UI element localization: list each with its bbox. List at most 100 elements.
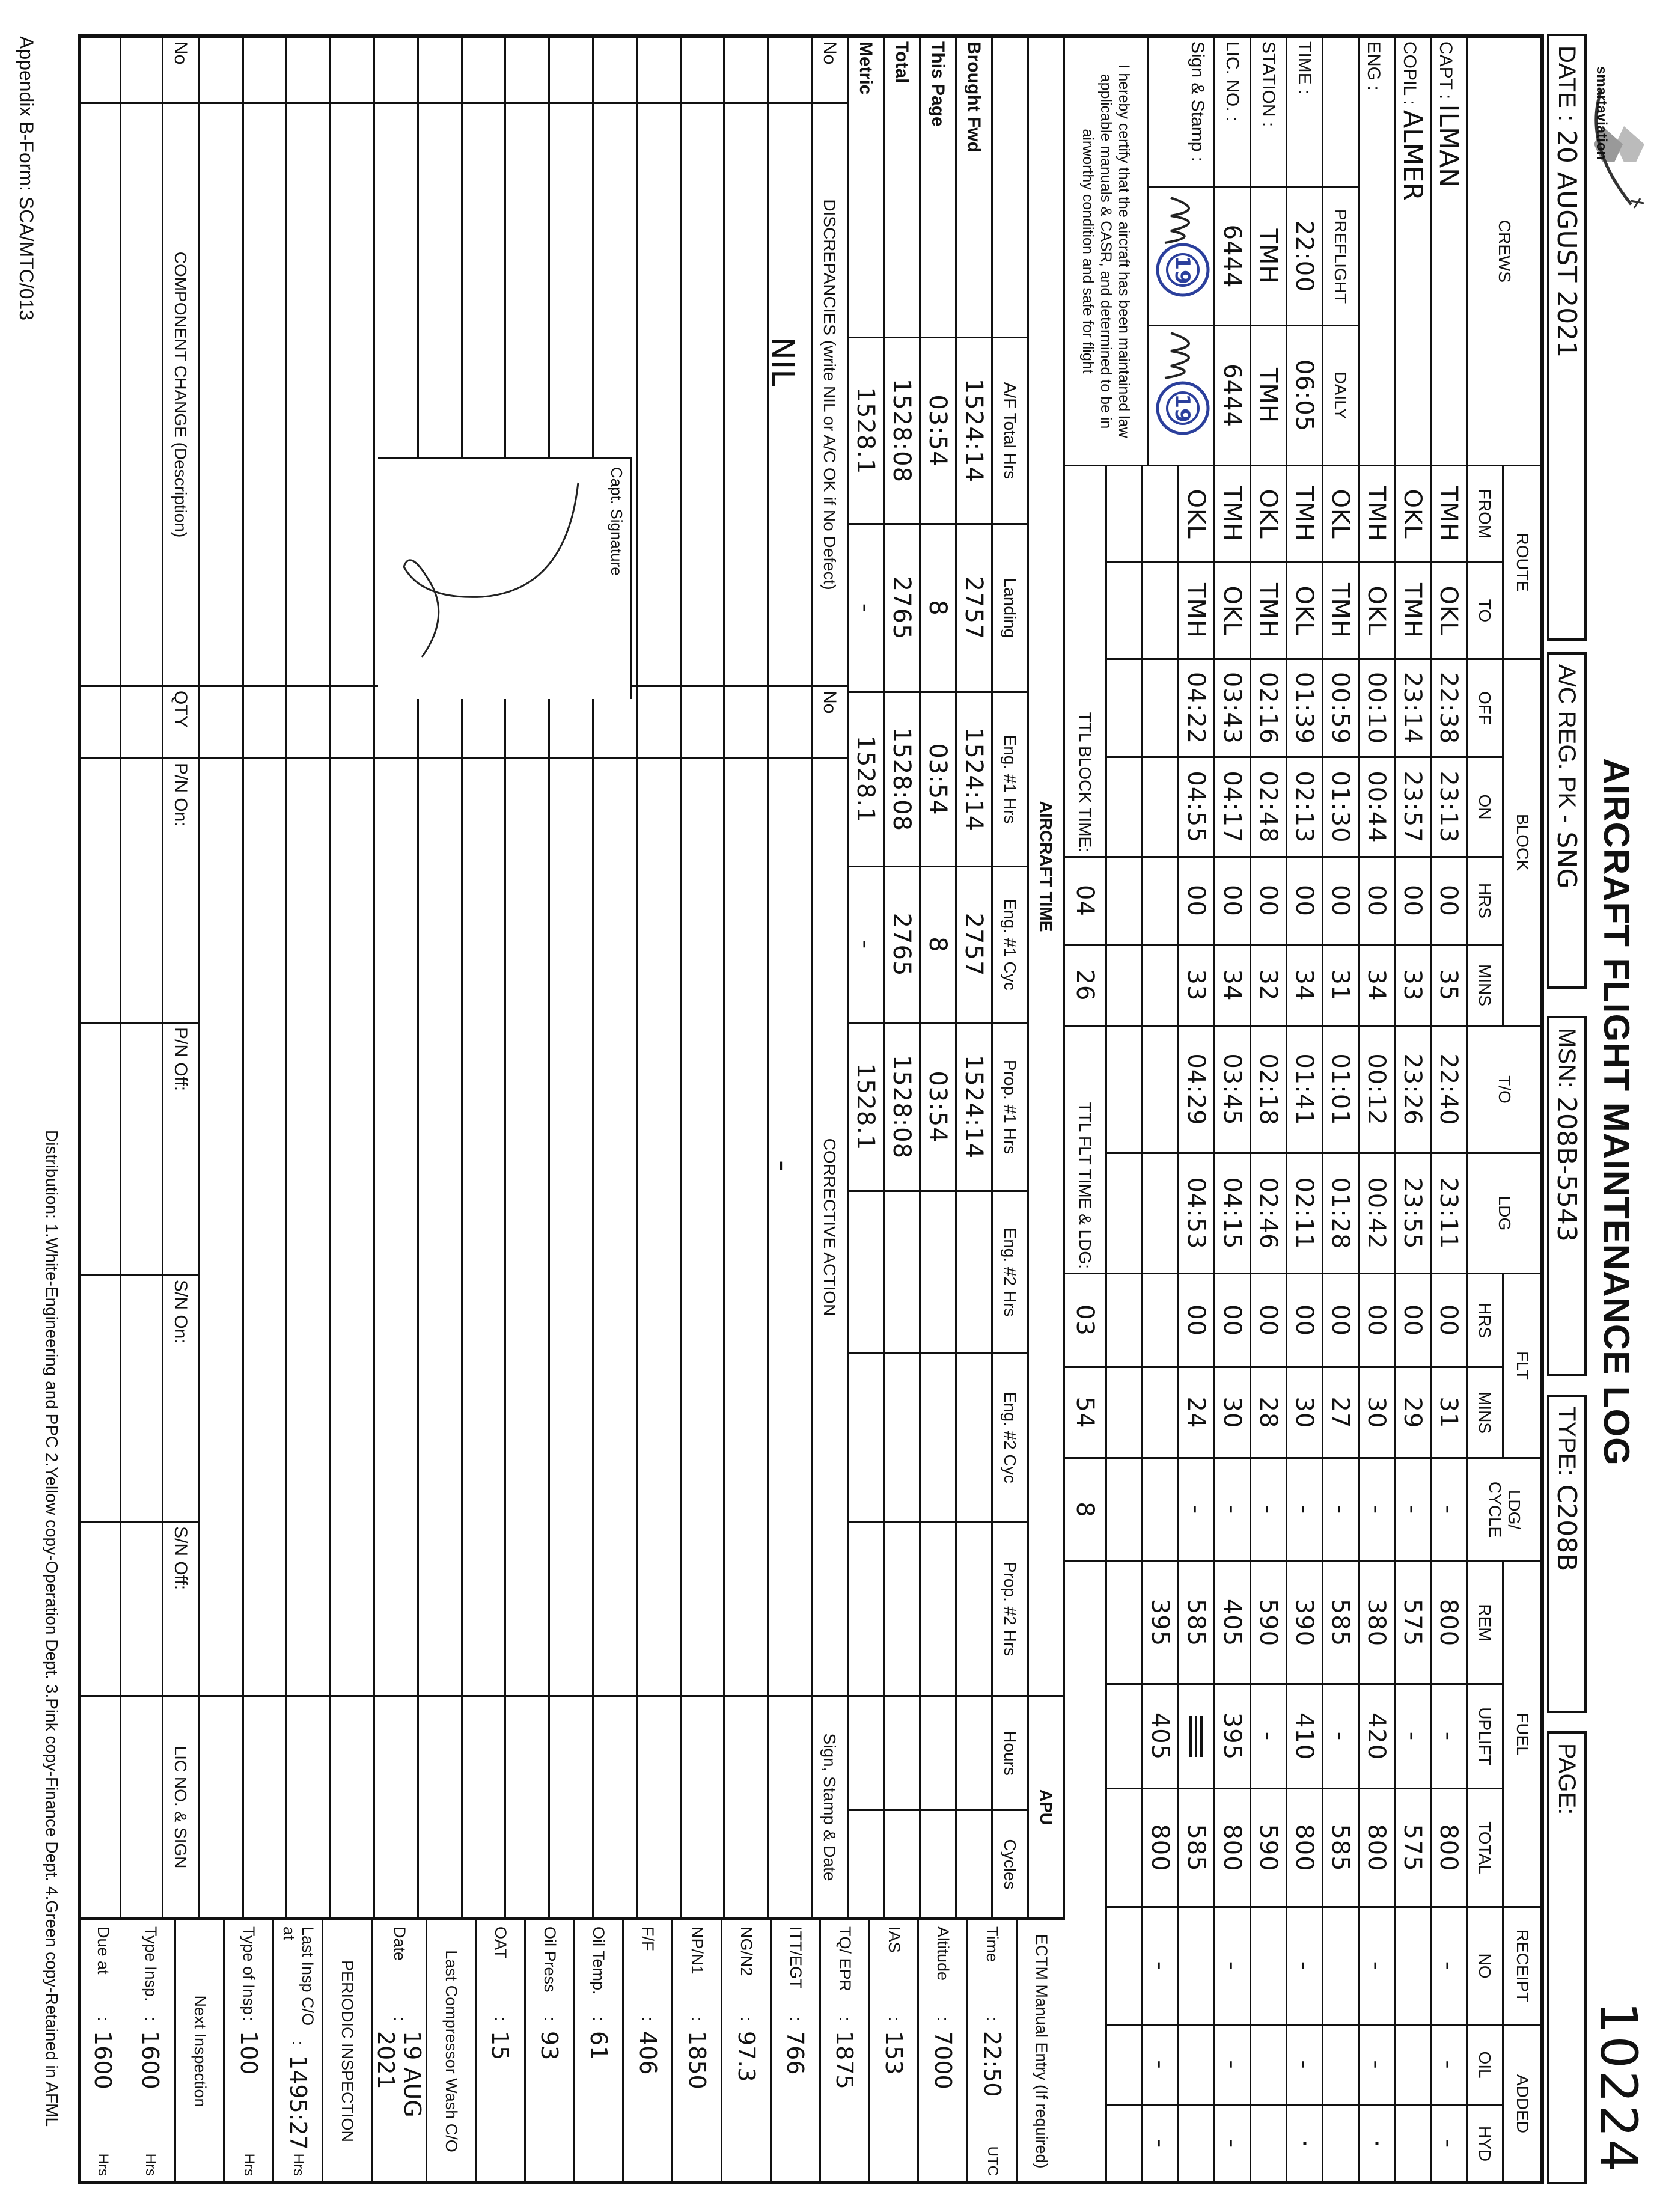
- aircraft-time-cell[interactable]: [883, 1810, 920, 1919]
- flight-cell-receipt-no[interactable]: -: [1214, 1907, 1251, 2025]
- ectm-row[interactable]: OAT: 15: [474, 1920, 524, 2182]
- flight-cell-to[interactable]: OKL: [1286, 562, 1323, 659]
- flight-cell-blk-hrs[interactable]: 00: [1358, 857, 1395, 945]
- ectm-row[interactable]: F/F: 406: [622, 1920, 672, 2182]
- aircraft-time-cell[interactable]: [883, 1353, 920, 1522]
- flight-cell-receipt-no[interactable]: [1394, 1907, 1431, 2025]
- flight-cell-blk-mins[interactable]: 34: [1358, 944, 1395, 1026]
- aircraft-time-cell[interactable]: [920, 1353, 956, 1522]
- flight-cell-oil[interactable]: -: [1214, 2024, 1251, 2105]
- flight-cell-fuel-uplift[interactable]: -: [1322, 1684, 1359, 1789]
- flight-cell-off[interactable]: 01:39: [1286, 659, 1323, 757]
- flight-cell-flt-mins[interactable]: 29: [1394, 1367, 1431, 1458]
- aircraft-time-cell[interactable]: [956, 1521, 992, 1696]
- flight-cell-t-o[interactable]: [1142, 1025, 1179, 1153]
- flight-cell-hyd[interactable]: [1394, 2104, 1431, 2183]
- flight-cell-fuel-uplift[interactable]: -: [1430, 1684, 1467, 1789]
- flight-cell-flt-mins[interactable]: 31: [1430, 1367, 1467, 1458]
- ectm-row[interactable]: Oil Temp.: 61: [573, 1920, 623, 2182]
- aircraft-time-cell[interactable]: 1528.1: [847, 1022, 884, 1191]
- ectm-row[interactable]: NG/N2: 97.3: [721, 1920, 770, 2182]
- flight-cell-blk-mins[interactable]: 35: [1430, 944, 1467, 1026]
- flight-cell-to[interactable]: OKL: [1358, 562, 1395, 659]
- station-preflight[interactable]: TMH: [1250, 187, 1287, 326]
- last-insp-row[interactable]: Last Insp C/O at:1495:27 Hrs: [272, 1920, 322, 2182]
- capt-row[interactable]: CAPT : ILMAN: [1430, 37, 1467, 466]
- aircraft-time-cell[interactable]: 8: [920, 866, 956, 1023]
- flight-cell-fuel-rem[interactable]: 585: [1178, 1561, 1215, 1684]
- flight-cell-flt-mins[interactable]: [1106, 1367, 1143, 1458]
- flight-cell-flt-mins[interactable]: 30: [1286, 1367, 1323, 1458]
- ectm-row[interactable]: Oil Press: 93: [523, 1920, 573, 2182]
- flight-cell-to[interactable]: TMH: [1178, 562, 1215, 659]
- flight-cell-ldg-cycle[interactable]: -: [1430, 1458, 1467, 1562]
- flight-cell-fuel-total[interactable]: 800: [1358, 1788, 1395, 1907]
- flight-cell-flt-hrs[interactable]: 00: [1178, 1273, 1215, 1367]
- flight-cell-blk-hrs[interactable]: 00: [1394, 857, 1431, 945]
- flight-cell-on[interactable]: 01:30: [1322, 757, 1359, 857]
- flight-cell-fuel-rem[interactable]: 405: [1214, 1561, 1251, 1684]
- flight-cell-fuel-uplift[interactable]: 405: [1142, 1684, 1179, 1789]
- flight-cell-receipt-no[interactable]: -: [1142, 1907, 1179, 2025]
- flight-cell-ldg-cycle[interactable]: -: [1322, 1458, 1359, 1562]
- flight-cell-receipt-no[interactable]: [1106, 1907, 1143, 2025]
- discrepancy-row[interactable]: [505, 37, 549, 1919]
- flight-cell-off[interactable]: 02:16: [1250, 659, 1287, 757]
- flight-cell-blk-hrs[interactable]: 00: [1286, 857, 1323, 945]
- flight-cell-blk-mins[interactable]: [1142, 944, 1179, 1026]
- flight-cell-on[interactable]: 02:13: [1286, 757, 1323, 857]
- flight-cell-oil[interactable]: [1322, 2024, 1359, 2105]
- flight-cell-flt-hrs[interactable]: 00: [1286, 1273, 1323, 1367]
- flight-cell-off[interactable]: 03:43: [1214, 659, 1251, 757]
- aircraft-time-cell[interactable]: 1524:14: [956, 337, 992, 524]
- flight-cell-oil[interactable]: -: [1142, 2024, 1179, 2105]
- ttl-block-mins[interactable]: 26: [1064, 944, 1106, 1026]
- flight-cell-fuel-rem[interactable]: 395: [1142, 1561, 1179, 1684]
- flight-cell-ldg[interactable]: 04:53: [1178, 1153, 1215, 1274]
- flight-cell-on[interactable]: 23:13: [1430, 757, 1467, 857]
- ectm-row[interactable]: Time: 22:50 UTC: [966, 1920, 1016, 2182]
- flight-cell-blk-mins[interactable]: 33: [1394, 944, 1431, 1026]
- page-field[interactable]: PAGE:: [1547, 1731, 1587, 2184]
- flight-cell-blk-hrs[interactable]: 00: [1430, 857, 1467, 945]
- flight-cell-from[interactable]: TMH: [1214, 465, 1251, 563]
- flight-cell-to[interactable]: [1106, 562, 1143, 659]
- discrepancy-row[interactable]: [243, 37, 287, 1919]
- flight-cell-ldg[interactable]: [1142, 1153, 1179, 1274]
- flight-cell-fuel-rem[interactable]: 585: [1322, 1561, 1359, 1684]
- flight-cell-ldg-cycle[interactable]: [1106, 1458, 1143, 1562]
- discrepancy-row[interactable]: [680, 37, 724, 1919]
- flight-cell-blk-mins[interactable]: 34: [1214, 944, 1251, 1026]
- flight-cell-blk-hrs[interactable]: [1106, 857, 1143, 945]
- flight-cell-hyd[interactable]: -: [1142, 2104, 1179, 2183]
- flight-cell-fuel-total[interactable]: 575: [1394, 1788, 1431, 1907]
- flight-cell-blk-hrs[interactable]: 00: [1250, 857, 1287, 945]
- flight-cell-oil[interactable]: [1106, 2024, 1143, 2105]
- flight-cell-flt-mins[interactable]: 28: [1250, 1367, 1287, 1458]
- ttl-block-hrs[interactable]: 04: [1064, 857, 1106, 945]
- flight-cell-ldg-cycle[interactable]: [1142, 1458, 1179, 1562]
- discrepancy-row[interactable]: [636, 37, 681, 1919]
- flight-cell-on[interactable]: 00:44: [1358, 757, 1395, 857]
- flight-cell-to[interactable]: TMH: [1322, 562, 1359, 659]
- aircraft-time-cell[interactable]: [920, 1696, 956, 1810]
- flight-cell-ldg[interactable]: 23:11: [1430, 1153, 1467, 1274]
- aircraft-time-cell[interactable]: [847, 1521, 884, 1696]
- flight-cell-fuel-total[interactable]: 590: [1250, 1788, 1287, 1907]
- aircraft-time-cell[interactable]: [883, 1191, 920, 1354]
- flight-cell-fuel-rem[interactable]: 380: [1358, 1561, 1395, 1684]
- flight-cell-flt-mins[interactable]: [1142, 1367, 1179, 1458]
- flight-cell-ldg-cycle[interactable]: -: [1358, 1458, 1395, 1562]
- aircraft-time-cell[interactable]: [956, 1810, 992, 1919]
- aircraft-time-cell[interactable]: [956, 1353, 992, 1522]
- next-type-row[interactable]: Type Insp.:1600 Hrs: [137, 1926, 164, 2176]
- flight-cell-to[interactable]: TMH: [1250, 562, 1287, 659]
- ectm-row[interactable]: Altitude: 7000: [917, 1920, 967, 2182]
- flight-cell-flt-hrs[interactable]: 00: [1430, 1273, 1467, 1367]
- component-row[interactable]: [120, 37, 163, 1919]
- flight-cell-from[interactable]: TMH: [1358, 465, 1395, 563]
- flight-cell-fuel-uplift[interactable]: 420: [1358, 1684, 1395, 1789]
- flight-cell-flt-mins[interactable]: 27: [1322, 1367, 1359, 1458]
- flight-cell-t-o[interactable]: 02:18: [1250, 1025, 1287, 1153]
- flight-cell-fuel-rem[interactable]: [1106, 1561, 1143, 1684]
